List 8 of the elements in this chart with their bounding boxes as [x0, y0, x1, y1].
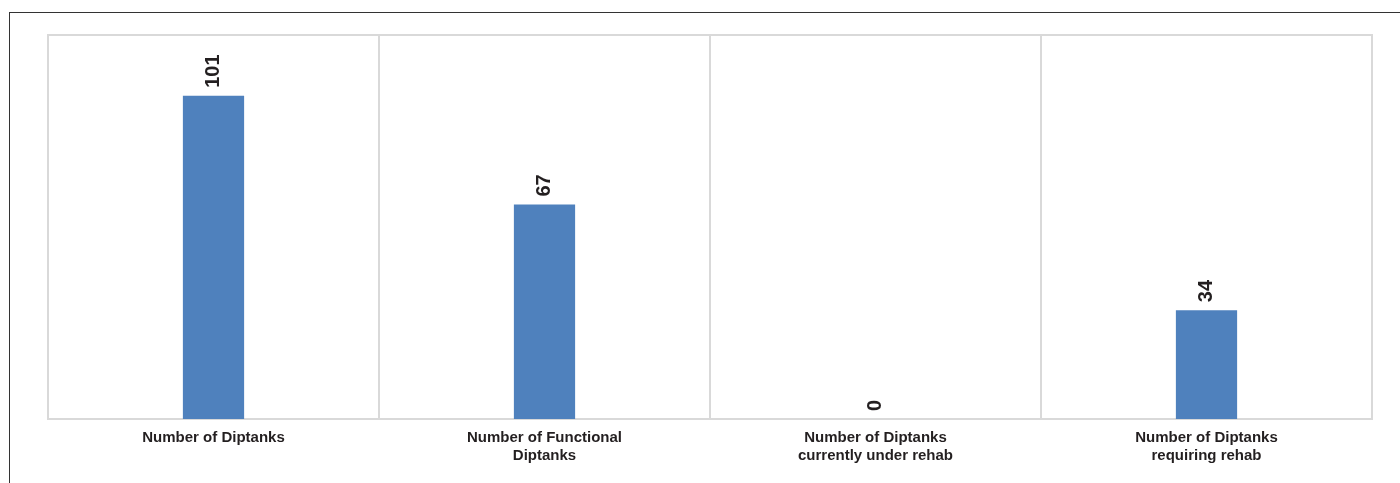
data-label: 101 — [201, 54, 224, 88]
x-tick-label: Number of Diptanks — [142, 428, 285, 446]
x-tick-label: Number of Diptanks currently under rehab — [797, 428, 954, 464]
data-label: 34 — [1194, 279, 1217, 303]
x-tick-label: Number of Functional Diptanks — [467, 428, 622, 464]
data-label: 67 — [532, 174, 555, 197]
x-tick-label: Number of Diptanks requiring rehab — [1135, 428, 1278, 464]
data-label: 0 — [863, 399, 886, 411]
